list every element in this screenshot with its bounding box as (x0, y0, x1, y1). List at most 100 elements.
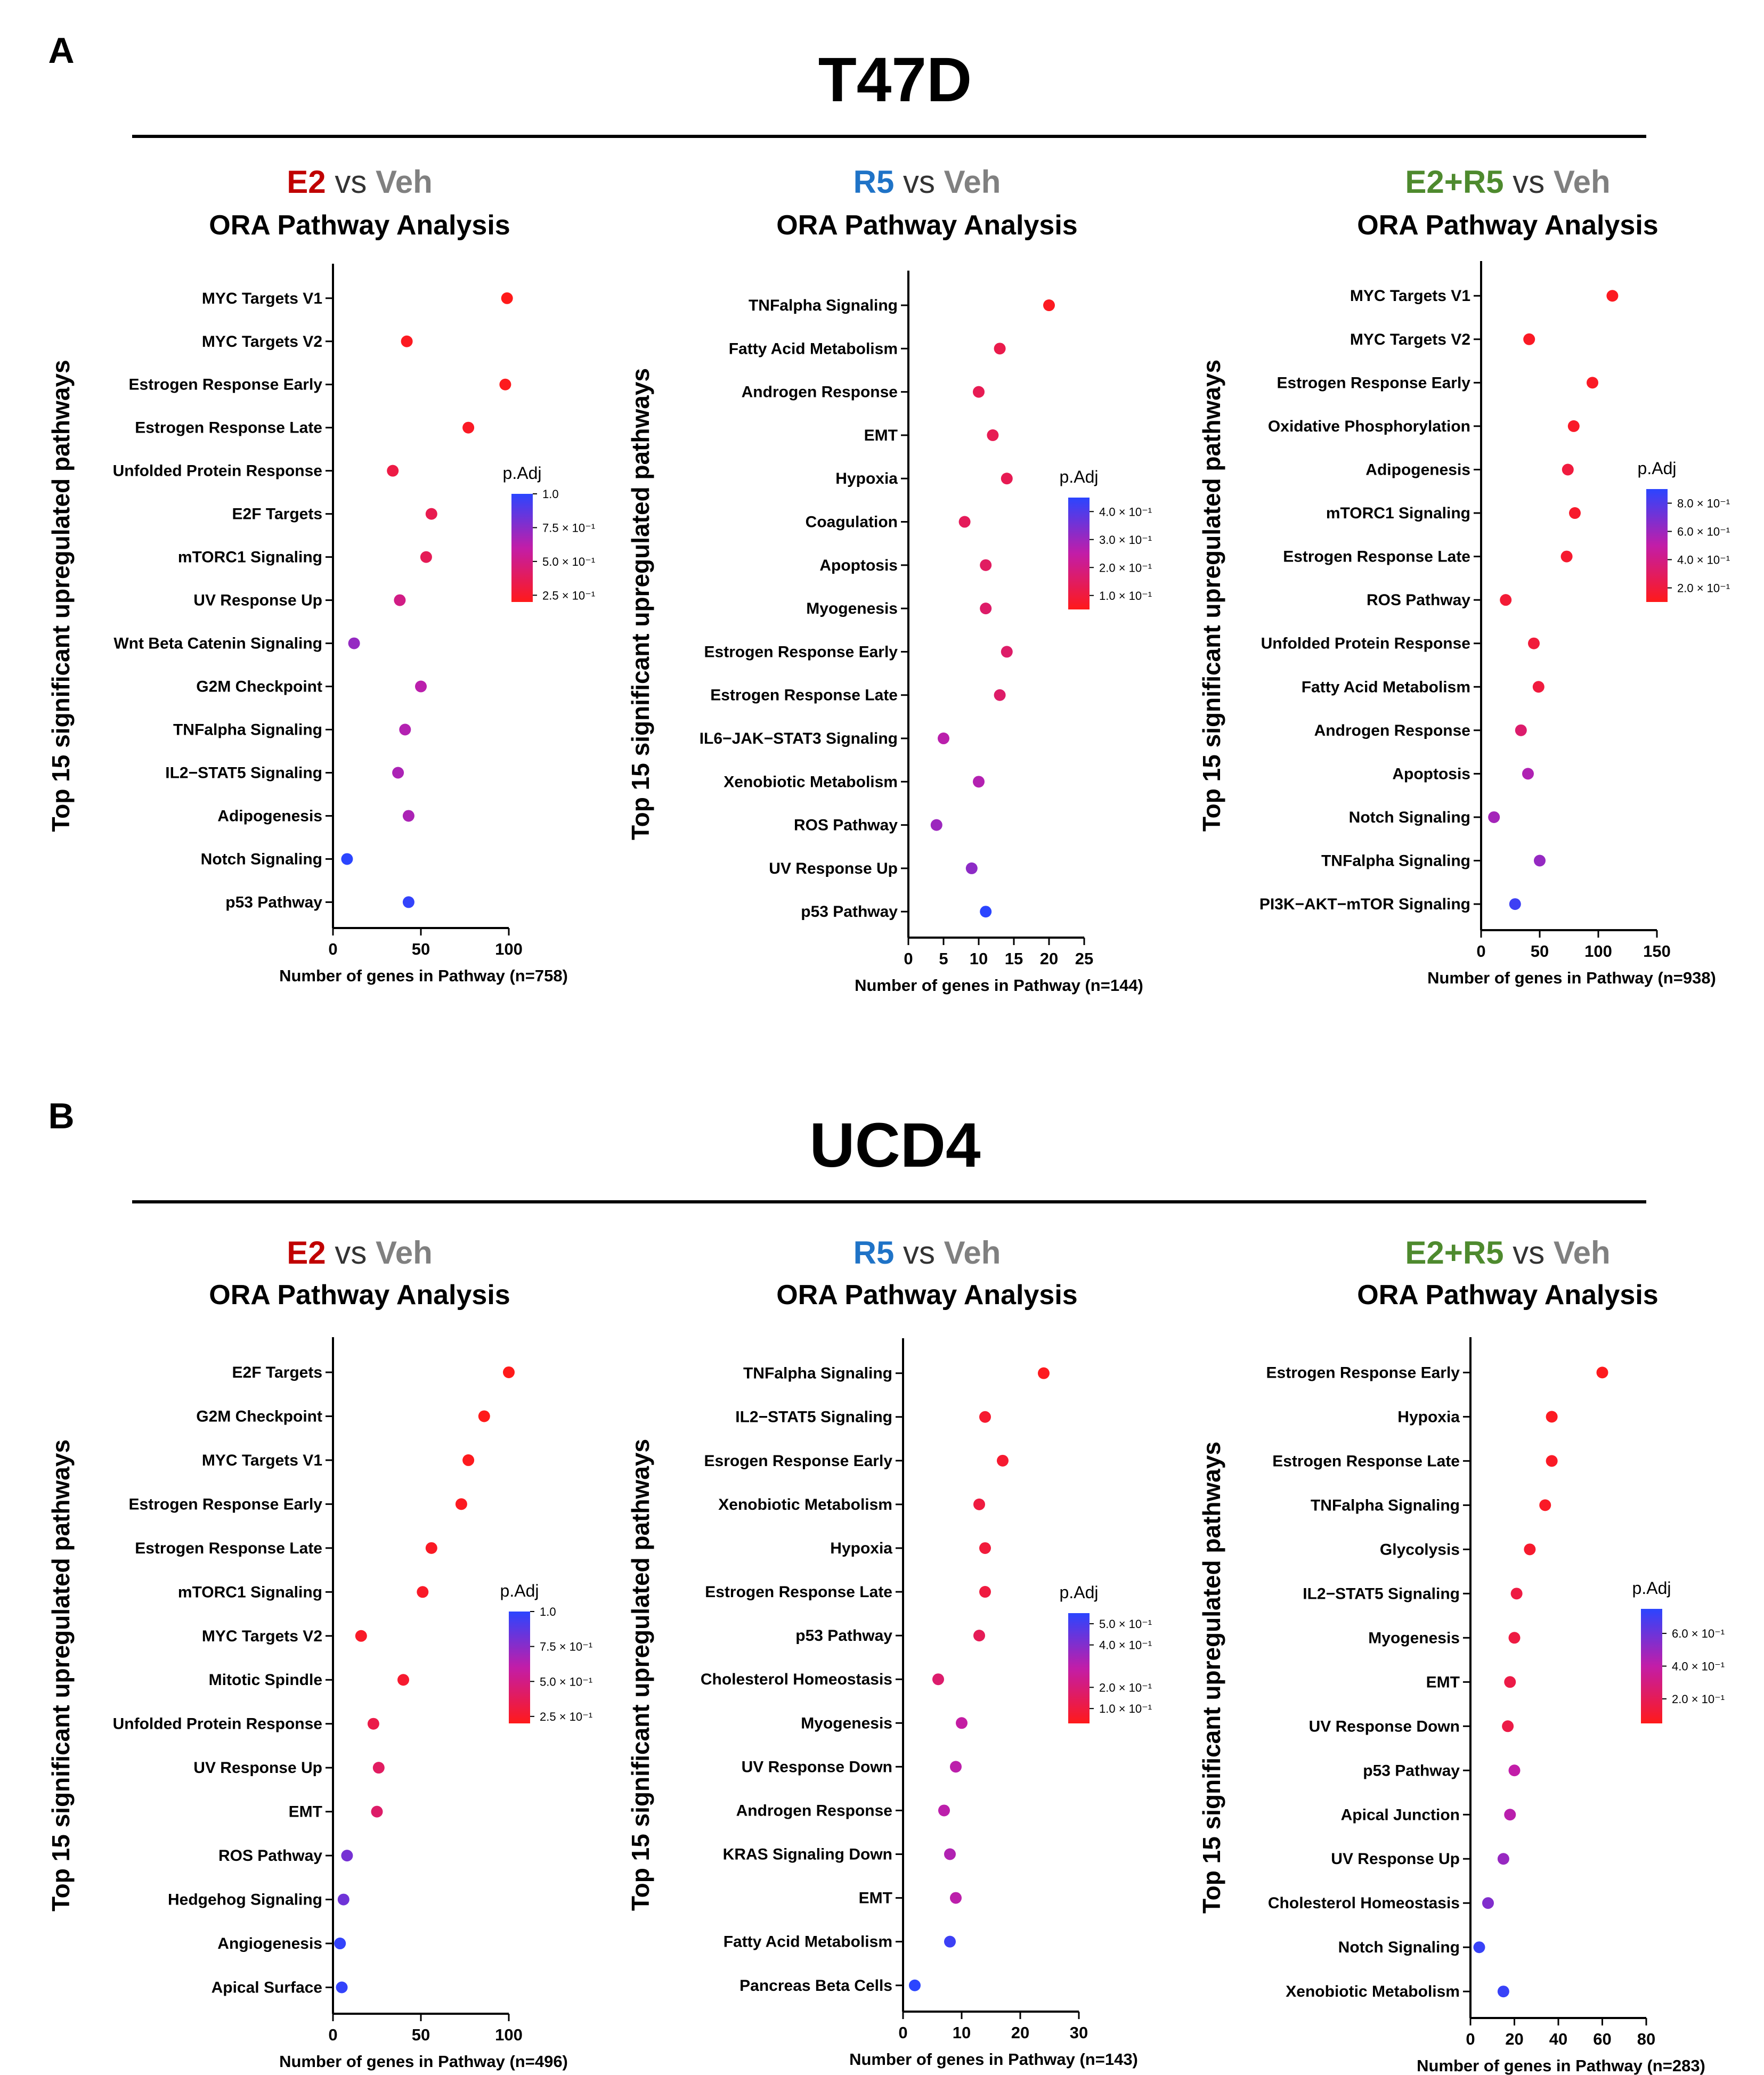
pathway-label: PI3K−AKT−mTOR Signaling (1259, 896, 1470, 913)
chart-title-part: vs (326, 164, 376, 200)
data-point (355, 1630, 367, 1642)
chart-panel: E2 vs Veh ORA Pathway Analysis MYC Targets… (47, 164, 595, 985)
pathway-label: KRAS Signaling Down (723, 1846, 892, 1864)
legend-tick-label: 1.0 × 10⁻¹ (1099, 589, 1152, 603)
data-point (1497, 1853, 1509, 1865)
pathway-label: MYC Targets V1 (1350, 287, 1470, 305)
pathway-label: Hypoxia (1397, 1408, 1460, 1426)
data-point (341, 853, 353, 865)
chart-title: R5 vs Veh (853, 164, 1001, 200)
pathway-label: Myogenesis (801, 1714, 892, 1732)
pathway-label: TNFalpha Signaling (743, 1365, 892, 1382)
chart-subtitle: ORA Pathway Analysis (776, 1280, 1077, 1311)
pathway-label: MYC Targets V1 (202, 1452, 322, 1469)
x-tick-label: 0 (1476, 942, 1485, 961)
data-point (1473, 1941, 1485, 1954)
pathway-label: Estrogen Response Late (1283, 548, 1470, 566)
x-tick-label: 15 (1005, 949, 1023, 968)
data-point (1528, 637, 1540, 649)
chart-title-part: vs (1504, 164, 1554, 200)
x-axis-label: Number of genes in Pathway (n=143) (849, 2050, 1138, 2069)
chart-title: R5 vs Veh (853, 1235, 1001, 1271)
pathway-label: Myogenesis (1368, 1629, 1460, 1647)
pathway-label: UV Response Down (742, 1758, 892, 1776)
legend-tick-label: 7.5 × 10⁻¹ (542, 521, 595, 534)
data-point (1497, 1986, 1509, 1998)
chart-title-part: Veh (944, 164, 1001, 200)
data-point (1532, 681, 1544, 693)
chart-subtitle: ORA Pathway Analysis (1357, 1280, 1658, 1311)
chart-subtitle: ORA Pathway Analysis (209, 1280, 510, 1311)
data-point (399, 723, 411, 736)
pathway-label: p53 Pathway (225, 893, 322, 911)
x-tick-label: 30 (1070, 2023, 1088, 2042)
legend-colorbar (509, 1612, 530, 1723)
pathway-label: Esrogen Response Early (704, 1452, 893, 1470)
pathway-label: TNFalpha Signaling (1311, 1496, 1460, 1514)
legend-tick-label: 2.0 × 10⁻¹ (1099, 561, 1152, 574)
pathway-label: Androgen Response (1314, 722, 1470, 739)
pathway-label: Fatty Acid Metabolism (1302, 678, 1470, 696)
pathway-label: UV Response Up (193, 592, 322, 609)
data-point (1534, 855, 1546, 867)
legend-colorbar (1068, 1613, 1090, 1723)
data-point (979, 1586, 991, 1598)
chart-panel: E2+R5 vs Veh ORA Pathway Analysis MYC Targ… (1198, 164, 1730, 987)
chart-panel: E2+R5 vs Veh ORA Pathway Analysis Estrogen… (1198, 1235, 1725, 2075)
data-point (950, 1892, 962, 1904)
pathway-label: Notch Signaling (1349, 809, 1470, 826)
chart-title-part: Veh (1554, 164, 1611, 200)
pathway-label: Myogenesis (806, 600, 898, 617)
chart-title-part: vs (894, 1235, 944, 1271)
pathway-label: G2M Checkpoint (196, 1407, 322, 1425)
data-point (973, 776, 985, 788)
legend-tick-label: 3.0 × 10⁻¹ (1099, 533, 1152, 547)
pathway-label: IL2−STAT5 Signaling (1303, 1585, 1460, 1602)
pathway-label: Wnt Beta Catenin Signaling (113, 635, 322, 653)
data-point (1606, 290, 1619, 302)
legend-colorbar (1646, 489, 1668, 602)
data-point (1038, 1367, 1050, 1379)
data-point (1522, 768, 1534, 780)
x-tick-label: 60 (1593, 2030, 1611, 2048)
pathway-label: p53 Pathway (795, 1627, 892, 1645)
data-point (956, 1717, 968, 1729)
data-point (1515, 724, 1527, 736)
x-tick-label: 50 (412, 940, 430, 958)
legend-tick-label: 1.0 (540, 1605, 556, 1618)
pathway-label: IL2−STAT5 Signaling (735, 1409, 892, 1426)
pathway-label: Adipogenesis (217, 807, 322, 825)
pathway-label: EMT (859, 1890, 892, 1907)
legend-title: p.Adj (1638, 459, 1677, 478)
chart-subtitle: ORA Pathway Analysis (1357, 210, 1658, 241)
pathway-label: MYC Targets V2 (202, 333, 322, 351)
data-point (371, 1805, 383, 1818)
chart-title-part: R5 (853, 1235, 895, 1271)
data-point (1560, 550, 1573, 563)
pathway-label: Xenobiotic Metabolism (724, 773, 898, 791)
x-tick-label: 100 (495, 940, 523, 958)
pathway-label: Xenobiotic Metabolism (718, 1496, 892, 1513)
chart-title-part: Veh (376, 1235, 433, 1271)
data-point (958, 516, 971, 528)
x-axis-label: Number of genes in Pathway (n=758) (279, 966, 568, 985)
pathway-label: UV Response Up (193, 1759, 322, 1777)
data-point (1562, 463, 1574, 476)
panel-letter: B (48, 1096, 74, 1136)
data-point (1524, 1543, 1536, 1556)
legend-tick-label: 2.0 × 10⁻¹ (1672, 1692, 1725, 1706)
data-point (392, 767, 404, 779)
pathway-label: TNFalpha Signaling (173, 721, 322, 739)
data-point (1500, 594, 1512, 606)
x-tick-label: 5 (939, 949, 948, 968)
chart-title-part: Veh (1554, 1235, 1611, 1271)
data-point (1509, 898, 1521, 910)
pathway-label: Estrogen Response Early (1266, 1364, 1460, 1381)
pathway-label: Estrogen Response Early (129, 376, 323, 394)
legend-tick-label: 1.0 × 10⁻¹ (1099, 1702, 1152, 1715)
y-axis-label: Top 15 significant upregulated pathways (1198, 360, 1225, 832)
pathway-label: ROS Pathway (218, 1847, 322, 1865)
chart-title-part: E2+R5 (1405, 1235, 1503, 1271)
pathway-label: Unfolded Protein Response (113, 462, 322, 480)
pathway-label: Estrogen Response Early (129, 1495, 323, 1513)
